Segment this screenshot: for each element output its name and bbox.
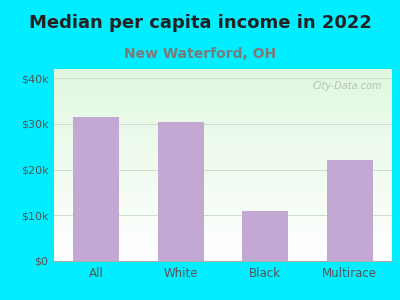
Text: City-Data.com: City-Data.com xyxy=(312,80,382,91)
Text: Median per capita income in 2022: Median per capita income in 2022 xyxy=(28,14,372,32)
Bar xyxy=(158,122,204,261)
Bar xyxy=(326,160,373,261)
Bar xyxy=(242,211,288,261)
Text: New Waterford, OH: New Waterford, OH xyxy=(124,46,276,61)
Bar xyxy=(73,117,120,261)
